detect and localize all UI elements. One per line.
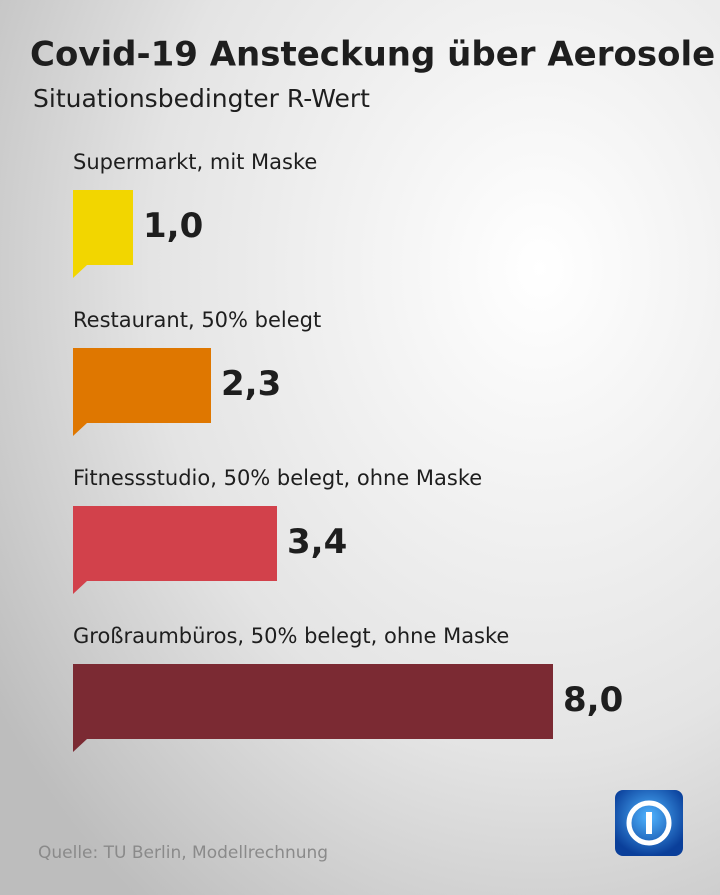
category-label: Großraumbüros, 50% belegt, ohne Maske bbox=[73, 624, 509, 648]
bar bbox=[73, 664, 553, 739]
logo-ring bbox=[626, 800, 672, 846]
chart-title: Covid-19 Ansteckung über Aerosole bbox=[30, 35, 715, 75]
value-label: 1,0 bbox=[143, 206, 203, 246]
bar bbox=[73, 190, 133, 265]
bar bbox=[73, 348, 211, 423]
value-label: 2,3 bbox=[221, 364, 281, 404]
value-label: 8,0 bbox=[563, 680, 623, 720]
category-label: Restaurant, 50% belegt bbox=[73, 308, 321, 332]
chart-subtitle: Situationsbedingter R-Wert bbox=[33, 84, 370, 113]
bar-tail bbox=[73, 265, 87, 278]
logo-one bbox=[646, 812, 652, 834]
bar-tail bbox=[73, 581, 87, 594]
bar bbox=[73, 506, 277, 581]
logo bbox=[615, 790, 683, 856]
bar-tail bbox=[73, 739, 87, 752]
category-label: Fitnessstudio, 50% belegt, ohne Maske bbox=[73, 466, 482, 490]
source: Quelle: TU Berlin, Modellrechnung bbox=[38, 843, 328, 863]
value-label: 3,4 bbox=[287, 522, 347, 562]
bar-tail bbox=[73, 423, 87, 436]
category-label: Supermarkt, mit Maske bbox=[73, 150, 317, 174]
